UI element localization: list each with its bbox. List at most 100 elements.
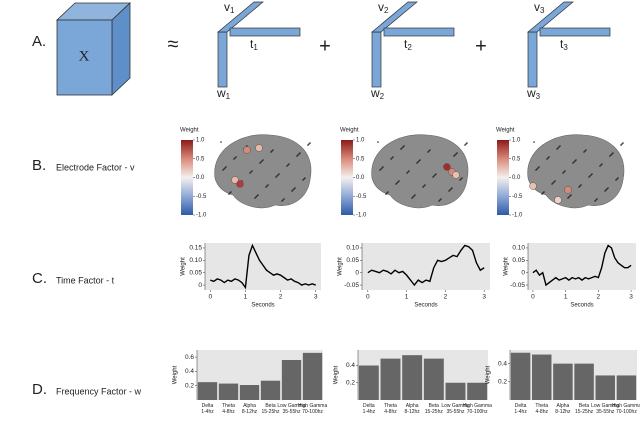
bar bbox=[616, 375, 637, 400]
y-tick-label: -0.05 bbox=[344, 282, 359, 289]
x-tick-label: Low Gamma 35-55hz bbox=[441, 403, 470, 415]
electrode-dot bbox=[428, 150, 430, 152]
x-tick-label: Beta 15-25hz bbox=[261, 403, 280, 415]
electrode-dot bbox=[267, 184, 269, 186]
electrode-dot bbox=[453, 155, 455, 157]
electrode-dot bbox=[413, 195, 415, 197]
electrode-dot bbox=[309, 142, 311, 144]
factor-diagram bbox=[371, 1, 455, 88]
electrode-highlight bbox=[231, 176, 239, 184]
electrode-dot bbox=[275, 176, 277, 178]
t-label: t1 bbox=[250, 37, 258, 52]
x-tick-label-line: 70-100hz bbox=[616, 409, 637, 415]
electrode-dot bbox=[451, 187, 453, 189]
colorbar-tick-label: -1.0 bbox=[356, 213, 367, 219]
x-tick-label: Low Gamma 35-55hz bbox=[277, 403, 306, 415]
electrode-dot bbox=[256, 195, 258, 197]
colorbar-tick-label: -0.5 bbox=[196, 194, 207, 200]
electrode-dot bbox=[570, 194, 572, 196]
electrode-dot bbox=[590, 174, 592, 176]
x-tick-label: Delta 1-4hz bbox=[201, 403, 214, 415]
x-tick-label-line: 4-8hz bbox=[384, 409, 397, 415]
electrode-dot bbox=[456, 152, 458, 154]
y-tick-label: 0.2 bbox=[185, 382, 194, 389]
electrode-dot bbox=[292, 189, 294, 191]
factor-diagram bbox=[217, 1, 301, 88]
x-tick-label-line: Delta bbox=[202, 403, 214, 409]
electrode-dot bbox=[224, 167, 226, 169]
v-label: v1 bbox=[224, 0, 235, 15]
electrode-dot bbox=[611, 153, 613, 155]
line-series bbox=[210, 243, 316, 290]
bar bbox=[218, 383, 239, 400]
electrode-dot bbox=[606, 188, 608, 190]
electrode-dot bbox=[564, 170, 566, 172]
y-tick-label: 0.10 bbox=[512, 245, 525, 252]
colorbar-tick-label: 1.0 bbox=[356, 138, 365, 144]
electrode-dot bbox=[552, 182, 554, 184]
electrode-dot bbox=[379, 169, 381, 171]
electrode-dot bbox=[270, 151, 272, 153]
w-label-index: 3 bbox=[536, 92, 541, 101]
electrode-dot bbox=[601, 163, 603, 165]
t-label: t3 bbox=[560, 37, 568, 52]
colorbar-title: Weight bbox=[496, 128, 515, 134]
colorbar-tick-label: 0.0 bbox=[196, 175, 205, 181]
plot-background bbox=[358, 350, 488, 400]
electrode-dot bbox=[604, 190, 606, 192]
x-tick-label-line: Theta bbox=[222, 403, 235, 409]
brain bbox=[527, 134, 625, 209]
electrode-dot bbox=[594, 200, 596, 202]
y-tick-label: 0 bbox=[355, 269, 359, 276]
electrode-dot bbox=[390, 158, 392, 160]
v-label: v3 bbox=[534, 0, 545, 15]
y-tick-label: 0.05 bbox=[346, 257, 359, 264]
t-label-index: 3 bbox=[563, 43, 568, 52]
x-tick-label-line: 35-55hz bbox=[596, 409, 615, 415]
electrode-dot bbox=[262, 159, 264, 161]
electrode-dot bbox=[543, 191, 545, 193]
bar bbox=[532, 354, 552, 400]
electrode-dot bbox=[294, 187, 296, 189]
x-tick-label-line: 35-55hz bbox=[282, 409, 301, 415]
plot-background bbox=[362, 243, 490, 290]
electrode-dot bbox=[299, 152, 301, 154]
bar bbox=[358, 365, 379, 400]
x-tick-label: High Gamma 70-100hz bbox=[612, 403, 640, 415]
electrode-dot bbox=[541, 193, 543, 195]
electrode-highlight bbox=[554, 196, 562, 204]
electrode-dot bbox=[307, 144, 309, 146]
t-bar bbox=[229, 27, 301, 37]
x-tick-label: 2 bbox=[444, 294, 448, 301]
line-series bbox=[532, 244, 632, 287]
x-tick-label-line: Alpha bbox=[557, 403, 570, 409]
electrode-dot bbox=[297, 154, 299, 156]
x-tick-label: 2 bbox=[597, 294, 601, 301]
electrode-dot bbox=[554, 180, 556, 182]
x-tick-label-line: High Gamma bbox=[298, 403, 328, 409]
electrode-dot bbox=[553, 181, 555, 183]
electrode-dot bbox=[261, 160, 263, 162]
t-label-letter: t bbox=[250, 37, 254, 51]
electrode-dot bbox=[414, 194, 416, 196]
v-label-index: 1 bbox=[230, 6, 235, 15]
electrode-dot bbox=[465, 143, 467, 145]
electrode-dot bbox=[573, 161, 575, 163]
electrode-highlight bbox=[443, 163, 451, 171]
x-tick-label-line: Low Gamma bbox=[277, 403, 306, 409]
electrode-dot bbox=[578, 186, 580, 188]
electrode-dot bbox=[569, 195, 571, 197]
electrode-dot bbox=[387, 191, 389, 193]
electrode-dot bbox=[401, 147, 403, 149]
electrode-dot bbox=[596, 198, 598, 200]
x-tick-label-line: 15-25hz bbox=[425, 409, 444, 415]
electrode-dot bbox=[599, 165, 601, 167]
y-tick-label: 0.4 bbox=[346, 362, 355, 369]
v-label-index: 2 bbox=[384, 6, 389, 15]
brain bbox=[214, 134, 312, 209]
panel-letter: A. bbox=[32, 33, 46, 50]
electrode-dot bbox=[411, 197, 413, 199]
x-tick-label-line: 4-8hz bbox=[222, 409, 235, 415]
v-bar bbox=[371, 1, 418, 33]
